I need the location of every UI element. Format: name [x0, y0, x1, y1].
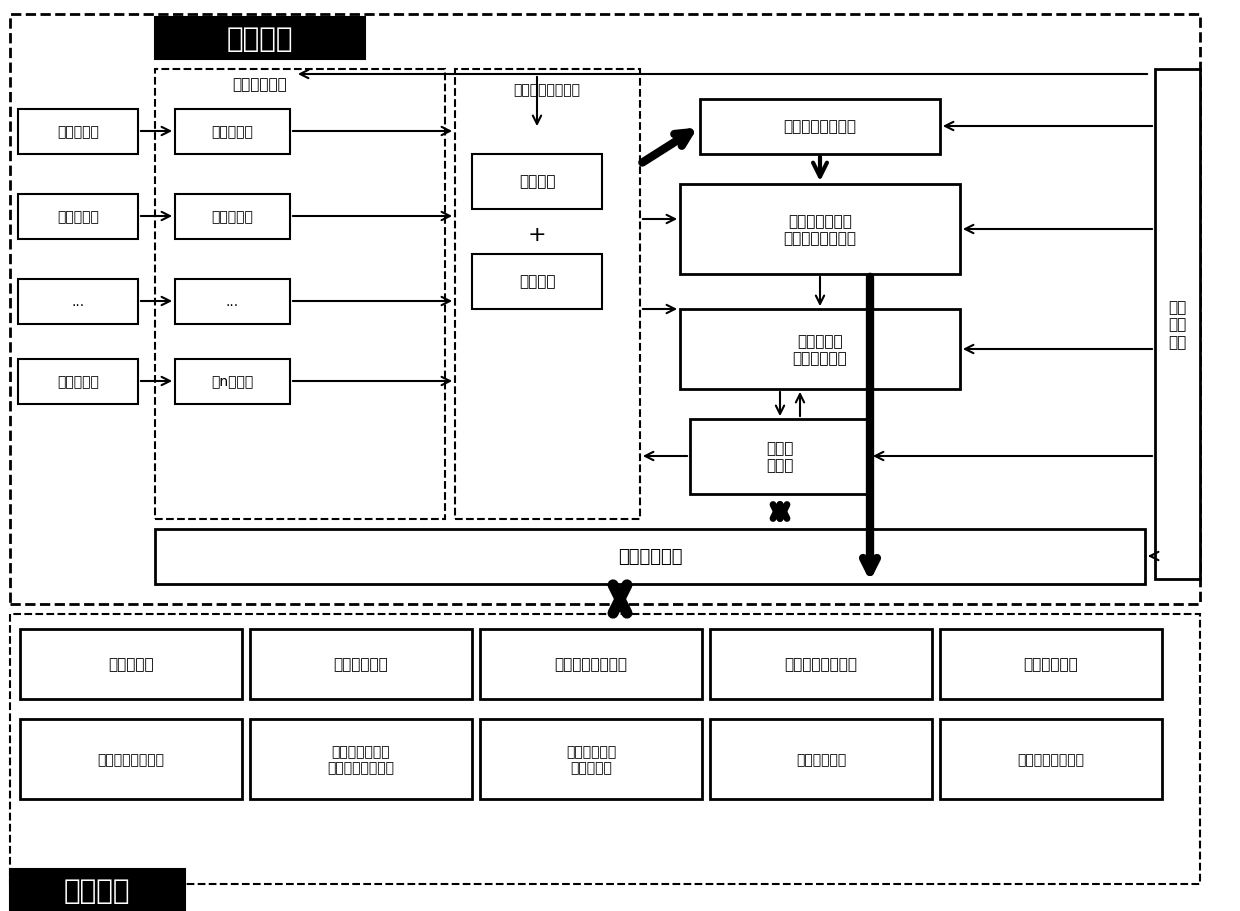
Text: 光电探测器: 光电探测器	[57, 210, 99, 224]
Bar	[10, 614, 1200, 884]
Text: 光电探测器: 光电探测器	[57, 374, 99, 389]
FancyBboxPatch shape	[680, 310, 960, 390]
Text: ...: ...	[226, 294, 238, 309]
FancyBboxPatch shape	[20, 630, 242, 700]
Text: 粗延迟链: 粗延迟链	[518, 174, 556, 189]
FancyBboxPatch shape	[472, 155, 601, 210]
Text: 数据延迟调整系统: 数据延迟调整系统	[513, 83, 580, 97]
FancyBboxPatch shape	[155, 18, 365, 60]
FancyBboxPatch shape	[480, 719, 702, 799]
Text: 单次数据采集或
连续数据采集模块: 单次数据采集或 连续数据采集模块	[327, 744, 394, 774]
Text: 数据延迟设置模块: 数据延迟设置模块	[785, 657, 858, 671]
Text: 通道选择系统与
符合数据处理系统: 通道选择系统与 符合数据处理系统	[784, 213, 857, 246]
Text: 时钟
调制
系统: 时钟 调制 系统	[1168, 300, 1187, 350]
FancyBboxPatch shape	[940, 630, 1162, 700]
Bar	[455, 70, 640, 519]
Text: 界面参数保存模块: 界面参数保存模块	[1018, 752, 1085, 766]
FancyBboxPatch shape	[701, 100, 940, 155]
FancyBboxPatch shape	[10, 869, 185, 911]
Text: 综合控
制系统: 综合控 制系统	[766, 440, 794, 473]
FancyBboxPatch shape	[689, 420, 870, 495]
Text: 初始化模块: 初始化模块	[108, 657, 154, 671]
FancyBboxPatch shape	[680, 185, 960, 275]
FancyBboxPatch shape	[480, 630, 702, 700]
Text: 采集时间和
模式设置系统: 采集时间和 模式设置系统	[792, 333, 847, 366]
Bar	[10, 15, 1200, 604]
FancyBboxPatch shape	[250, 719, 472, 799]
Text: 串口通信系统: 串口通信系统	[618, 548, 682, 566]
Text: +: +	[528, 225, 547, 245]
FancyBboxPatch shape	[175, 110, 290, 155]
Text: 数据保存模块: 数据保存模块	[796, 752, 846, 766]
Text: 符合窗口设置模块: 符合窗口设置模块	[554, 657, 627, 671]
FancyBboxPatch shape	[1154, 70, 1200, 579]
Text: 采集时间设置模块: 采集时间设置模块	[98, 752, 165, 766]
Text: 数据延迟扫描
与校准模块: 数据延迟扫描 与校准模块	[565, 744, 616, 774]
Text: 数据采集系统: 数据采集系统	[233, 77, 288, 92]
Text: 符合窗口设置系统: 符合窗口设置系统	[784, 119, 857, 134]
Text: 第二个通道: 第二个通道	[211, 210, 253, 224]
Text: 第n个通道: 第n个通道	[211, 374, 253, 389]
Text: ...: ...	[72, 294, 84, 309]
FancyBboxPatch shape	[250, 630, 472, 700]
Text: 硬件部分: 硬件部分	[227, 25, 293, 53]
Text: 第一个通道: 第一个通道	[211, 125, 253, 138]
Text: 数据显示模块: 数据显示模块	[1024, 657, 1079, 671]
FancyBboxPatch shape	[175, 195, 290, 240]
FancyBboxPatch shape	[711, 630, 932, 700]
FancyBboxPatch shape	[155, 529, 1145, 584]
FancyBboxPatch shape	[472, 255, 601, 310]
FancyBboxPatch shape	[175, 360, 290, 404]
FancyBboxPatch shape	[940, 719, 1162, 799]
Text: 光电探测器: 光电探测器	[57, 125, 99, 138]
FancyBboxPatch shape	[175, 280, 290, 324]
FancyBboxPatch shape	[19, 360, 138, 404]
FancyBboxPatch shape	[19, 280, 138, 324]
Text: 细延迟链: 细延迟链	[518, 274, 556, 289]
FancyBboxPatch shape	[19, 110, 138, 155]
Text: 软件部分: 软件部分	[63, 876, 130, 904]
Text: 通道选择模块: 通道选择模块	[334, 657, 388, 671]
FancyBboxPatch shape	[711, 719, 932, 799]
Bar	[155, 70, 445, 519]
FancyBboxPatch shape	[19, 195, 138, 240]
FancyBboxPatch shape	[20, 719, 242, 799]
